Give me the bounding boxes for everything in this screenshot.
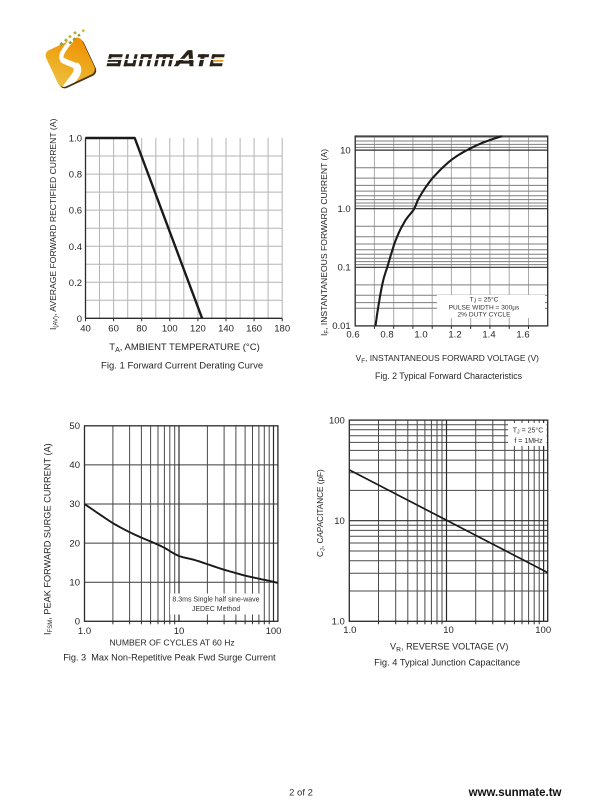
svg-text:10: 10 <box>69 577 80 588</box>
svg-text:10: 10 <box>340 145 351 156</box>
svg-text:0.2: 0.2 <box>69 278 82 289</box>
svg-text:1.4: 1.4 <box>482 330 495 341</box>
svg-text:60: 60 <box>108 323 119 334</box>
svg-text:TA, AMBIENT TEMPERATURE (°C): TA, AMBIENT TEMPERATURE (°C) <box>109 342 259 354</box>
svg-text:1.0: 1.0 <box>69 134 82 145</box>
svg-text:140: 140 <box>218 323 234 334</box>
svg-text:160: 160 <box>246 323 262 334</box>
svg-text:100: 100 <box>162 323 178 334</box>
svg-text:1.0: 1.0 <box>78 626 91 637</box>
svg-text:50: 50 <box>69 421 80 432</box>
svg-text:100: 100 <box>266 626 282 637</box>
svg-text:1.0: 1.0 <box>332 617 345 628</box>
svg-text:VF, INSTANTANEOUS FORWARD VOLT: VF, INSTANTANEOUS FORWARD VOLTAGE (V) <box>356 353 540 365</box>
svg-text:180: 180 <box>274 323 290 334</box>
svg-text:IF, INSTANTANEOUS FORWARD CURR: IF, INSTANTANEOUS FORWARD CURRENT (A) <box>319 149 331 336</box>
svg-text:100: 100 <box>329 415 345 426</box>
svg-text:0.8: 0.8 <box>69 170 82 181</box>
svg-text:120: 120 <box>190 323 206 334</box>
svg-text:0: 0 <box>75 617 80 628</box>
svg-text:20: 20 <box>69 538 80 549</box>
svg-text:0: 0 <box>77 314 82 325</box>
svg-text:Fig. 2 Typical Forward Charact: Fig. 2 Typical Forward Characteristics <box>375 371 523 381</box>
svg-text:www.sunmate.tw: www.sunmate.tw <box>468 787 562 799</box>
svg-text:10: 10 <box>443 625 454 636</box>
svg-text:1.0: 1.0 <box>343 625 356 636</box>
svg-text:Fig. 3 Max Non-Repetitive Pea: Fig. 3 Max Non-Repetitive Peak Fwd Surge… <box>63 653 276 663</box>
svg-text:VR, REVERSE VOLTAGE (V): VR, REVERSE VOLTAGE (V) <box>390 642 508 654</box>
svg-text:0.01: 0.01 <box>332 321 351 332</box>
svg-text:0.6: 0.6 <box>346 330 359 341</box>
svg-text:30: 30 <box>69 499 80 510</box>
svg-text:Fig. 1 Forward Current Deratin: Fig. 1 Forward Current Derating Curve <box>101 361 263 372</box>
svg-text:1.0: 1.0 <box>414 330 427 341</box>
svg-text:80: 80 <box>136 323 147 334</box>
svg-text:TJ = 25°C: TJ = 25°C <box>470 296 499 305</box>
svg-text:JEDEC Method: JEDEC Method <box>192 606 240 613</box>
svg-text:40: 40 <box>80 323 91 334</box>
svg-text:IFSM, PEAK FORWARD SURGE CURRE: IFSM, PEAK FORWARD SURGE CURRENT (A) <box>43 443 55 635</box>
svg-text:NUMBER OF CYCLES AT 60 Hz: NUMBER OF CYCLES AT 60 Hz <box>109 637 234 647</box>
svg-text:PULSE WIDTH = 300µs: PULSE WIDTH = 300µs <box>449 305 520 312</box>
svg-text:2% DUTY CYCLE: 2% DUTY CYCLE <box>457 312 511 319</box>
svg-text:f = 1MHz: f = 1MHz <box>514 438 543 445</box>
svg-text:100: 100 <box>535 625 551 636</box>
svg-text:CJ, CAPACITANCE (pF): CJ, CAPACITANCE (pF) <box>316 469 327 557</box>
svg-text:0.4: 0.4 <box>69 242 82 253</box>
svg-text:TJ = 25°C: TJ = 25°C <box>513 427 544 436</box>
svg-text:2 of 2: 2 of 2 <box>289 788 313 799</box>
svg-text:1.6: 1.6 <box>516 330 529 341</box>
svg-text:1.2: 1.2 <box>448 330 461 341</box>
svg-text:40: 40 <box>69 460 80 471</box>
svg-text:1.0: 1.0 <box>337 204 350 215</box>
svg-text:8.3ms Single half sine-wave: 8.3ms Single half sine-wave <box>172 597 259 604</box>
svg-text:10: 10 <box>334 516 345 527</box>
svg-text:10: 10 <box>174 626 185 637</box>
svg-text:I(AV), AVERAGE FORWARD RECTIFI: I(AV), AVERAGE FORWARD RECTIFIED CURRENT… <box>48 119 60 330</box>
svg-text:0.8: 0.8 <box>380 330 393 341</box>
svg-text:0.1: 0.1 <box>337 263 350 274</box>
svg-text:Fig. 4 Typical Junction Capaci: Fig. 4 Typical Junction Capacitance <box>374 657 520 667</box>
svg-text:0.6: 0.6 <box>69 206 82 217</box>
